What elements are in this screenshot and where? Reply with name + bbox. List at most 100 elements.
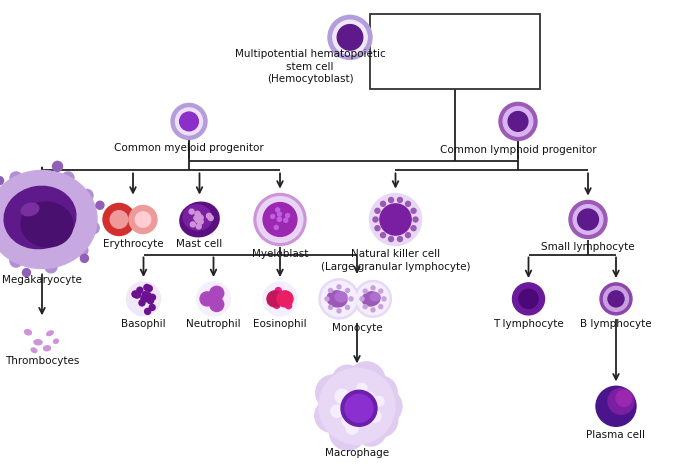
Circle shape xyxy=(209,216,214,220)
Text: Megakaryocyte: Megakaryocyte xyxy=(2,276,82,285)
Circle shape xyxy=(345,394,373,422)
Circle shape xyxy=(346,422,358,434)
Circle shape xyxy=(52,162,62,171)
Circle shape xyxy=(405,233,410,238)
Ellipse shape xyxy=(370,293,380,301)
Circle shape xyxy=(210,297,224,311)
Circle shape xyxy=(275,298,281,304)
Circle shape xyxy=(337,285,341,289)
Circle shape xyxy=(332,365,363,396)
Circle shape xyxy=(370,193,421,246)
Circle shape xyxy=(196,218,201,223)
Circle shape xyxy=(348,362,385,399)
Circle shape xyxy=(608,291,624,307)
Text: Natural killer cell
(Large granular lymphocyte): Natural killer cell (Large granular lymp… xyxy=(321,249,470,272)
Circle shape xyxy=(176,108,202,135)
Circle shape xyxy=(276,208,279,212)
Ellipse shape xyxy=(32,348,37,353)
Circle shape xyxy=(608,388,634,414)
Circle shape xyxy=(276,293,282,299)
Circle shape xyxy=(263,203,297,236)
Circle shape xyxy=(200,292,214,306)
Text: Basophil: Basophil xyxy=(121,319,166,329)
Circle shape xyxy=(150,294,155,300)
Circle shape xyxy=(411,208,416,213)
Circle shape xyxy=(132,291,139,297)
Circle shape xyxy=(145,292,151,298)
Circle shape xyxy=(284,295,290,301)
Circle shape xyxy=(198,215,203,220)
Circle shape xyxy=(321,281,356,317)
Circle shape xyxy=(208,298,216,306)
Circle shape xyxy=(277,212,281,216)
Ellipse shape xyxy=(25,330,32,335)
Circle shape xyxy=(286,303,292,309)
Circle shape xyxy=(363,392,375,404)
Circle shape xyxy=(196,213,201,218)
Circle shape xyxy=(196,224,201,229)
Circle shape xyxy=(283,295,288,301)
Circle shape xyxy=(254,193,306,246)
Circle shape xyxy=(357,383,367,393)
Circle shape xyxy=(189,209,194,214)
Circle shape xyxy=(328,305,332,309)
Ellipse shape xyxy=(21,202,73,247)
Circle shape xyxy=(519,289,538,309)
Circle shape xyxy=(103,204,135,235)
Text: Common myeloid progenitor: Common myeloid progenitor xyxy=(114,143,264,154)
Circle shape xyxy=(144,284,150,290)
Circle shape xyxy=(379,304,383,309)
Circle shape xyxy=(81,190,93,201)
Ellipse shape xyxy=(54,339,58,343)
Circle shape xyxy=(512,283,545,315)
Circle shape xyxy=(325,297,329,301)
Ellipse shape xyxy=(21,203,38,216)
Text: Erythrocyte: Erythrocyte xyxy=(103,240,163,249)
Circle shape xyxy=(355,281,391,317)
Circle shape xyxy=(10,172,22,184)
Circle shape xyxy=(142,291,148,297)
Circle shape xyxy=(382,297,386,301)
Circle shape xyxy=(364,376,397,409)
Circle shape xyxy=(319,279,359,319)
Ellipse shape xyxy=(183,205,212,230)
Circle shape xyxy=(96,201,104,209)
Ellipse shape xyxy=(335,292,347,302)
Text: Thrombocytes: Thrombocytes xyxy=(5,356,79,366)
Circle shape xyxy=(374,396,384,406)
Circle shape xyxy=(62,172,74,184)
Circle shape xyxy=(197,282,230,316)
Circle shape xyxy=(149,304,155,311)
Circle shape xyxy=(341,390,377,426)
Circle shape xyxy=(145,308,150,314)
Text: Macrophage: Macrophage xyxy=(325,448,389,458)
Circle shape xyxy=(371,286,375,290)
Circle shape xyxy=(274,226,278,229)
Circle shape xyxy=(268,298,274,304)
Circle shape xyxy=(363,403,398,437)
Text: Mast cell: Mast cell xyxy=(176,240,223,249)
Circle shape xyxy=(596,386,636,426)
Text: Monocyte: Monocyte xyxy=(332,323,382,333)
Circle shape xyxy=(286,213,290,218)
Text: Myeloblast: Myeloblast xyxy=(252,249,308,260)
Circle shape xyxy=(398,236,402,241)
Circle shape xyxy=(142,294,148,300)
Circle shape xyxy=(275,288,281,294)
Circle shape xyxy=(337,309,341,313)
Text: Eosinophil: Eosinophil xyxy=(253,319,307,329)
Circle shape xyxy=(342,413,356,427)
Text: Neutrophil: Neutrophil xyxy=(186,319,241,329)
Circle shape xyxy=(277,291,293,307)
Circle shape xyxy=(134,292,140,298)
Circle shape xyxy=(110,211,128,228)
Ellipse shape xyxy=(0,170,97,269)
Text: Common lymphoid progenitor: Common lymphoid progenitor xyxy=(440,145,596,156)
Circle shape xyxy=(379,289,383,293)
Circle shape xyxy=(282,294,288,300)
Circle shape xyxy=(369,410,381,422)
Circle shape xyxy=(263,282,297,316)
Text: T lymphocyte: T lymphocyte xyxy=(493,319,564,329)
Circle shape xyxy=(330,414,366,450)
Circle shape xyxy=(380,204,411,235)
